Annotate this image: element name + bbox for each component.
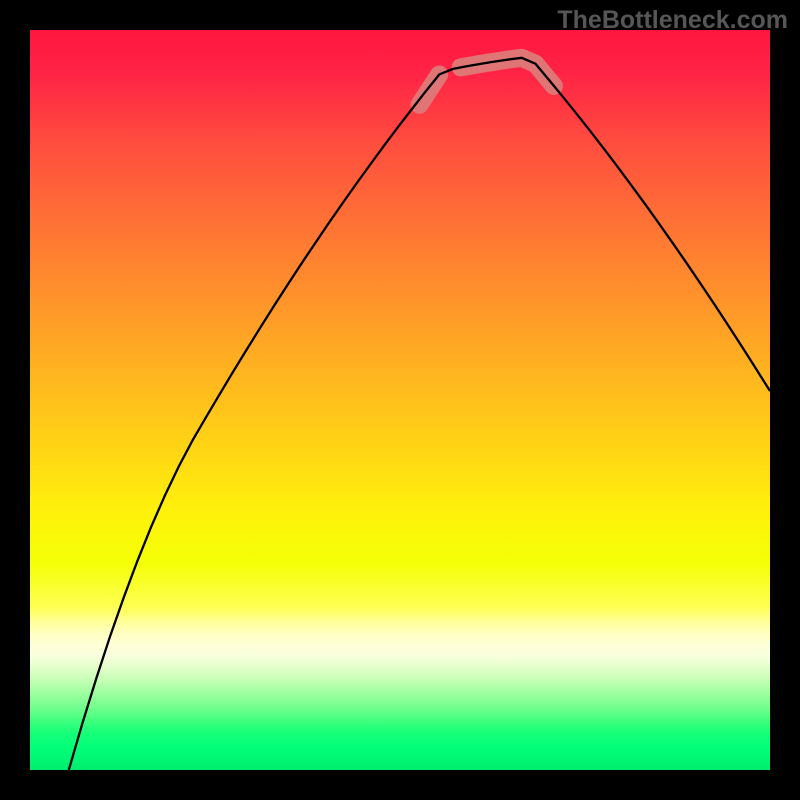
curve-layer	[30, 30, 770, 770]
marker-stroke-1	[461, 58, 554, 86]
watermark-text: TheBottleneck.com	[557, 6, 788, 35]
plot-area	[30, 30, 770, 770]
chart-canvas: TheBottleneck.com	[0, 0, 800, 800]
bottleneck-curve	[69, 58, 770, 770]
